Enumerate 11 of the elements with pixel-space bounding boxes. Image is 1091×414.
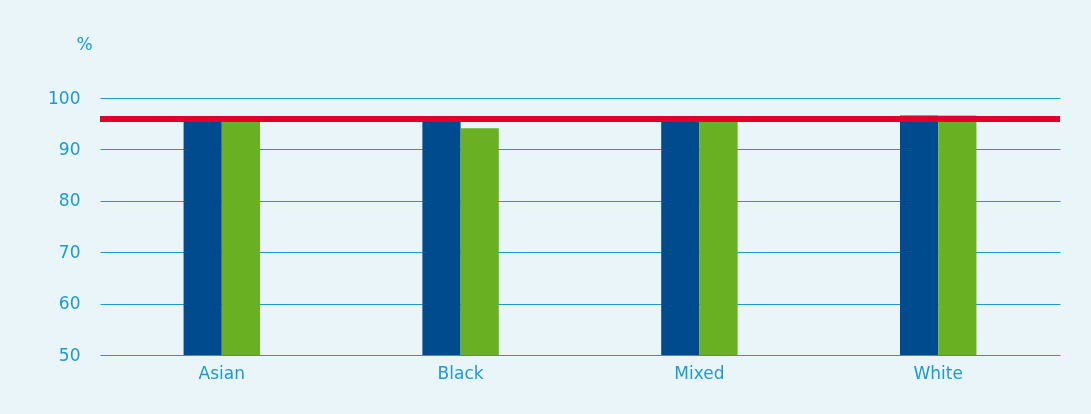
y-tick-label: 90 <box>58 138 81 159</box>
y-tick-label: 60 <box>58 293 81 314</box>
x-tick-label: Asian <box>198 362 245 383</box>
x-tick-label: Black <box>437 362 484 383</box>
y-tick-label: 70 <box>58 241 81 262</box>
y-tick-label: 100 <box>48 87 81 108</box>
y-tick-label: 50 <box>58 344 81 365</box>
x-tick-label: White <box>913 362 963 383</box>
y-axis-title: % <box>76 33 93 54</box>
x-tick-label: Mixed <box>674 362 725 383</box>
y-tick-label: 80 <box>58 190 81 211</box>
